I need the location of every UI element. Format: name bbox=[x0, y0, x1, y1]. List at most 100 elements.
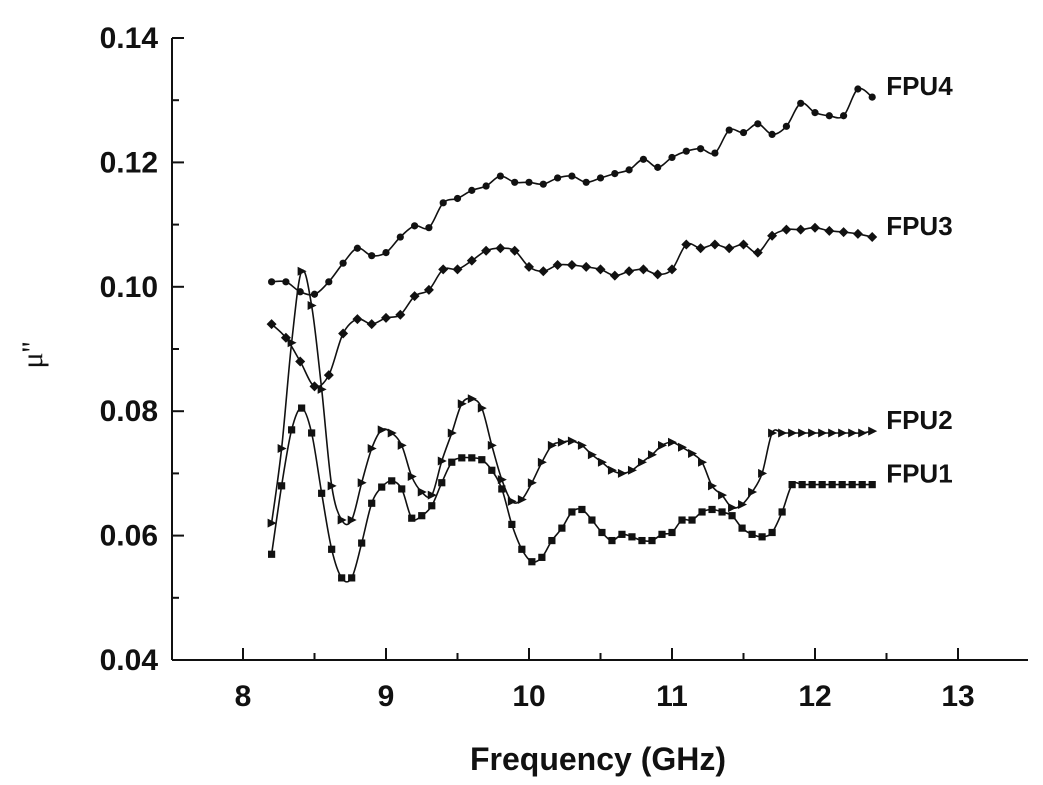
fpu3-point bbox=[709, 239, 720, 250]
fpu4-point bbox=[468, 186, 476, 194]
fpu1-point bbox=[668, 528, 676, 537]
fpu2-point bbox=[317, 384, 327, 394]
fpu4-point bbox=[482, 182, 490, 190]
fpu1-point bbox=[698, 508, 706, 516]
fpu3-point bbox=[867, 232, 878, 243]
fpu3-point bbox=[438, 264, 449, 275]
fpu3-point bbox=[381, 312, 391, 323]
fpu4-point bbox=[411, 222, 419, 230]
fpu4-point bbox=[682, 147, 690, 155]
fpu3-point bbox=[581, 261, 592, 272]
fpu3-point bbox=[738, 239, 749, 250]
fpu3-point bbox=[767, 230, 778, 241]
fpu3-point bbox=[538, 266, 549, 277]
fpu4-point bbox=[725, 126, 733, 134]
x-tick-label: 12 bbox=[798, 680, 831, 713]
fpu1-point bbox=[738, 524, 746, 532]
fpu1-point bbox=[268, 550, 276, 558]
fpu2-point bbox=[537, 457, 547, 467]
fpu4-point bbox=[353, 244, 361, 252]
series-fpu2: FPU2 bbox=[267, 266, 953, 528]
fpu2-point bbox=[838, 428, 848, 438]
fpu2-point bbox=[547, 440, 557, 450]
x-axis-label: Frequency (GHz) bbox=[470, 741, 726, 777]
fpu4-point bbox=[396, 233, 404, 241]
fpu1-point bbox=[558, 524, 566, 532]
x-tick-label: 11 bbox=[656, 680, 688, 713]
fpu4-point bbox=[697, 145, 705, 153]
fpu4-point bbox=[511, 178, 519, 186]
fpu1-point bbox=[388, 477, 396, 485]
fpu1-point bbox=[578, 505, 586, 514]
y-axis-label: μ'' bbox=[16, 342, 49, 369]
fpu3-point bbox=[810, 222, 820, 233]
fpu2-point bbox=[397, 440, 407, 450]
fpu1-point bbox=[428, 502, 436, 510]
fpu2-point bbox=[678, 442, 688, 452]
fpu1-point bbox=[538, 553, 546, 561]
fpu1-point bbox=[758, 533, 766, 541]
fpu3-point bbox=[824, 225, 835, 236]
fpu2-point bbox=[637, 457, 647, 467]
fpu4-point bbox=[625, 166, 633, 174]
y-tick-label: 0.08 bbox=[100, 395, 158, 428]
fpu2-point bbox=[788, 428, 798, 438]
fpu2-point bbox=[868, 426, 878, 436]
fpu1-point bbox=[658, 530, 666, 538]
fpu1-point bbox=[708, 505, 716, 514]
fpu3-point bbox=[266, 319, 277, 330]
fpu2-point bbox=[668, 437, 677, 447]
fpu4-point bbox=[310, 290, 319, 298]
fpu2-point bbox=[477, 403, 487, 413]
fpu2-point bbox=[748, 487, 758, 497]
fpu2-point bbox=[577, 440, 587, 450]
fpu3-point bbox=[566, 260, 577, 271]
fpu4-point bbox=[596, 174, 605, 182]
fpu3-point bbox=[481, 245, 492, 256]
fpu4-point bbox=[768, 130, 776, 139]
fpu3-point bbox=[852, 228, 863, 239]
fpu1-point bbox=[508, 520, 516, 529]
fpu3-point bbox=[495, 243, 506, 254]
fpu2-point bbox=[487, 440, 497, 450]
fpu3-point bbox=[638, 264, 649, 275]
fpu2-point bbox=[287, 338, 297, 348]
fpu3-point bbox=[724, 243, 735, 254]
fpu4-point bbox=[582, 178, 590, 186]
fpu4-point bbox=[754, 120, 762, 128]
y-tick-label: 0.12 bbox=[100, 146, 158, 179]
fpu4-point bbox=[554, 174, 562, 182]
fpu4-point bbox=[568, 172, 576, 180]
fpu4-point bbox=[453, 194, 462, 203]
fpu2-point bbox=[447, 428, 457, 438]
fpu2-point bbox=[818, 428, 828, 438]
fpu1-point bbox=[368, 499, 376, 507]
fpu4-point bbox=[739, 128, 748, 137]
series-fpu4: FPU4 bbox=[268, 71, 953, 298]
fpu1-point bbox=[298, 404, 306, 412]
fpu1-point bbox=[798, 480, 806, 489]
series-label-fpu2: FPU2 bbox=[886, 405, 952, 435]
fpu2-point bbox=[327, 481, 337, 491]
fpu3-point bbox=[295, 356, 306, 367]
fpu2-point bbox=[778, 428, 788, 438]
fpu3-point bbox=[781, 224, 792, 235]
fpu4-point bbox=[282, 278, 290, 286]
fpu2-point bbox=[627, 465, 637, 475]
fpu1-point bbox=[748, 530, 756, 538]
fpu1-point bbox=[408, 514, 416, 522]
fpu4-point bbox=[539, 180, 547, 188]
axes: 0.04 0.06 0.08 0.10 0.12 0.14 8 9 10 11 12 13 bbox=[100, 22, 1028, 713]
fpu1-point bbox=[678, 516, 686, 524]
fpu1-point bbox=[818, 480, 826, 489]
fpu4-point bbox=[425, 224, 433, 232]
fpu3-point bbox=[652, 269, 663, 280]
fpu3-point bbox=[409, 291, 420, 302]
fpu4-point bbox=[840, 112, 848, 120]
fpu1-point bbox=[648, 536, 656, 545]
fpu1-point bbox=[808, 480, 816, 489]
fpu4-point bbox=[797, 99, 805, 107]
fpu4-point bbox=[811, 109, 819, 117]
fpu3-point bbox=[423, 284, 434, 295]
